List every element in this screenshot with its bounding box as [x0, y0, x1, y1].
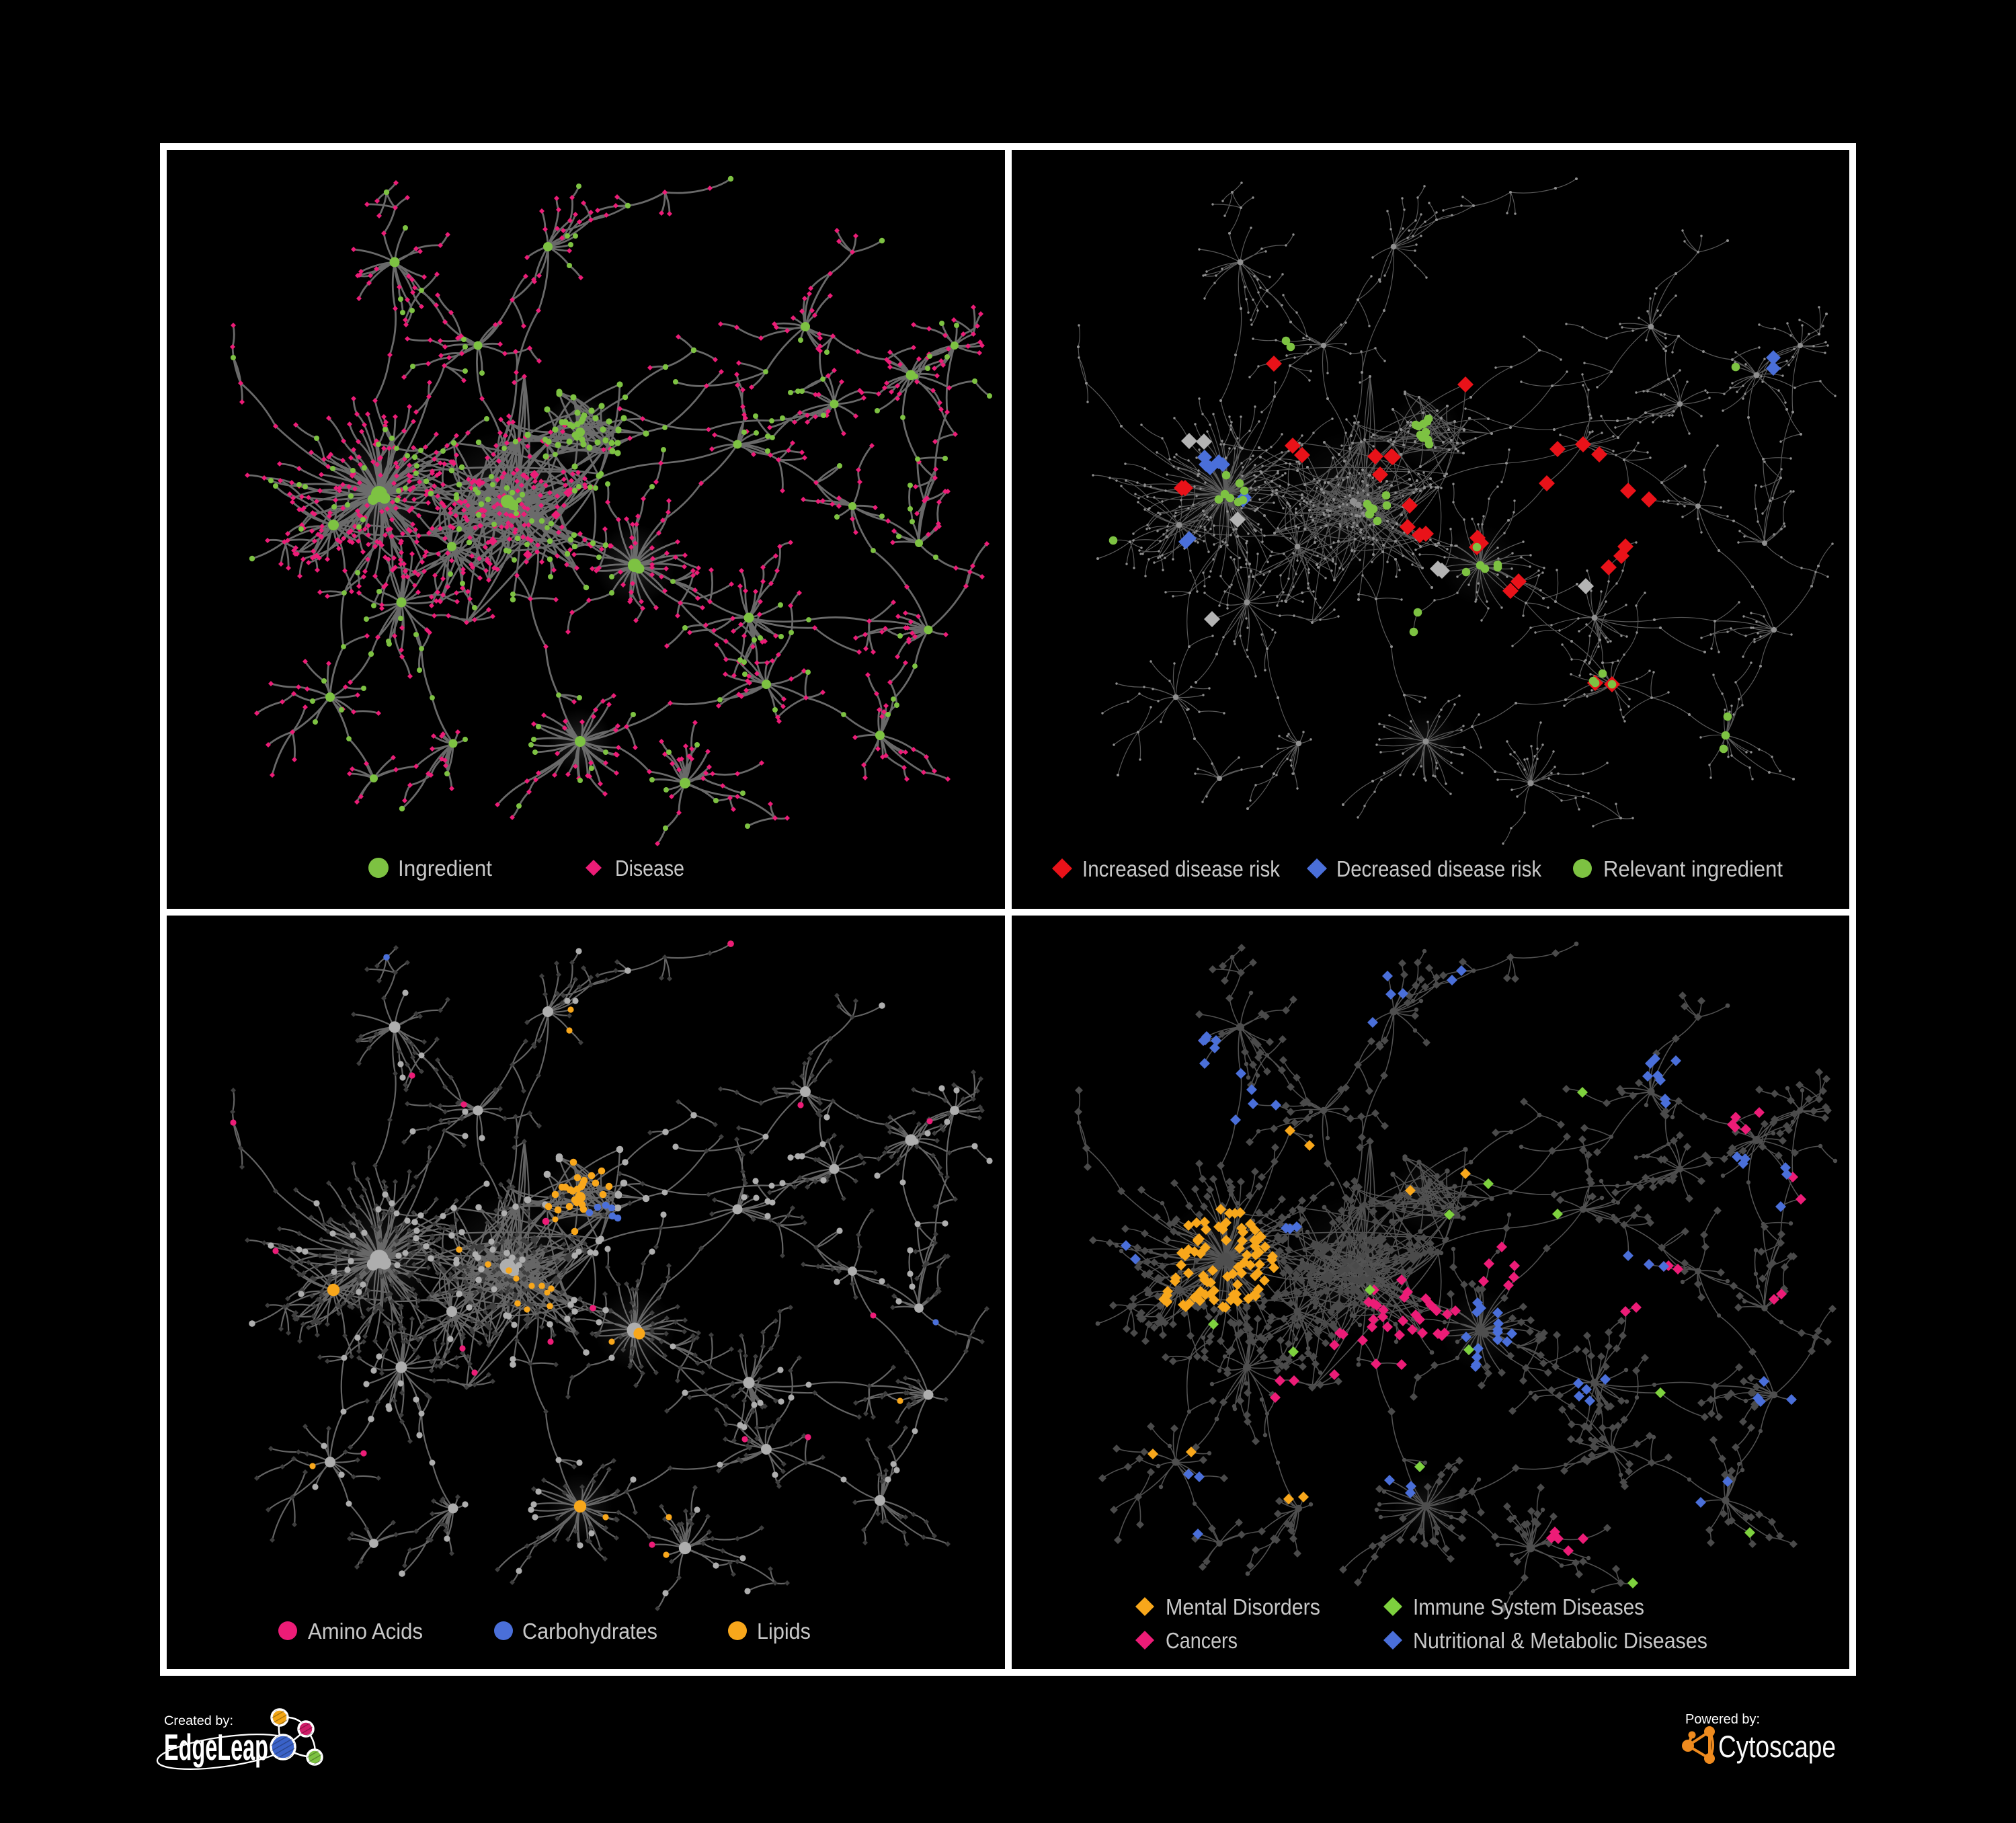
svg-text:Disease: Disease	[615, 856, 684, 881]
svg-text:Created by:: Created by:	[164, 1714, 233, 1728]
svg-text:Mental Disorders: Mental Disorders	[1166, 1594, 1320, 1619]
svg-text:Cytoscape: Cytoscape	[1718, 1730, 1836, 1764]
svg-text:Cancers: Cancers	[1166, 1628, 1238, 1653]
svg-text:Carbohydrates: Carbohydrates	[522, 1619, 657, 1644]
svg-text:Ingredient: Ingredient	[398, 856, 492, 881]
svg-text:Powered by:: Powered by:	[1685, 1712, 1760, 1727]
svg-text:Lipids: Lipids	[757, 1619, 811, 1644]
svg-text:Nutritional & Metabolic Diseas: Nutritional & Metabolic Diseases	[1413, 1628, 1707, 1653]
svg-text:EdgeLeap: EdgeLeap	[164, 1726, 268, 1768]
svg-text:Amino Acids: Amino Acids	[308, 1619, 423, 1644]
svg-text:Decreased disease risk: Decreased disease risk	[1336, 856, 1541, 881]
svg-text:Immune System Diseases: Immune System Diseases	[1413, 1594, 1644, 1619]
svg-text:Increased disease risk: Increased disease risk	[1082, 856, 1280, 881]
svg-text:Relevant ingredient: Relevant ingredient	[1603, 856, 1783, 881]
